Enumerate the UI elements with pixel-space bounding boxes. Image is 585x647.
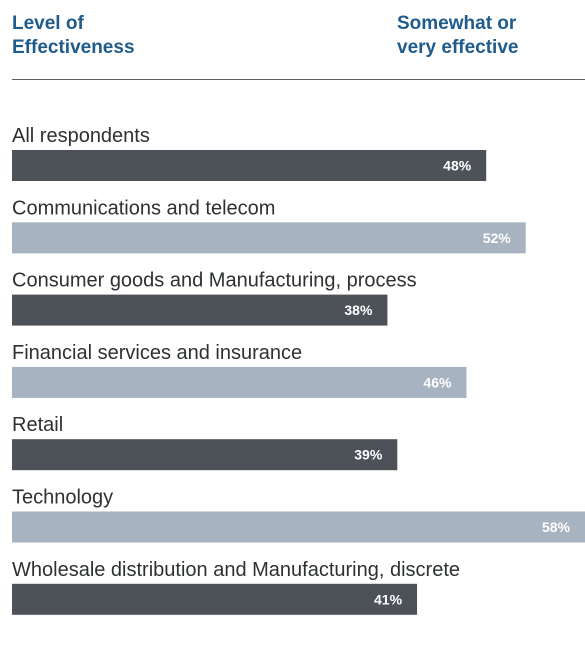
bar-chart: All respondents 48% Communications and tel… (12, 125, 585, 615)
bar (12, 439, 398, 471)
category-label: All respondents (12, 125, 150, 147)
category-label: Communications and telecom (12, 197, 275, 219)
category-label: Consumer goods and Manufacturing, proces… (12, 270, 417, 292)
bar (12, 366, 467, 398)
value-label: 41% (374, 591, 403, 607)
value-label: 46% (423, 374, 452, 390)
category-label: Financial services and insurance (12, 342, 302, 364)
value-label: 39% (354, 447, 383, 463)
category-label: Technology (12, 487, 113, 509)
value-label: 52% (483, 230, 512, 246)
bar (12, 583, 418, 615)
category-label: Wholesale distribution and Manufacturing… (12, 559, 460, 581)
header-divider (12, 79, 585, 80)
category-label: Retail (12, 414, 63, 436)
level-of-effectiveness-heading: Level of Effectiveness (12, 13, 135, 58)
value-label: 58% (542, 519, 571, 535)
bar (12, 294, 388, 326)
somewhat-or-very-effective-heading: Somewhat or very effective (397, 13, 519, 58)
value-label: 38% (344, 302, 373, 318)
bar (12, 511, 585, 543)
bar (12, 222, 526, 254)
chart-header: Level of Effectiveness Somewhat or very … (12, 12, 585, 62)
value-label: 48% (443, 158, 472, 174)
bar (12, 150, 487, 181)
